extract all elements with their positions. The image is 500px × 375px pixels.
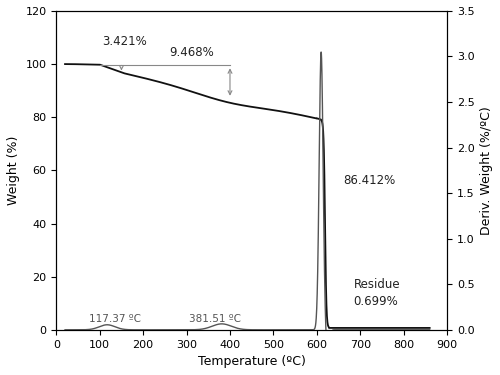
Y-axis label: Weight (%): Weight (%): [7, 136, 20, 205]
Text: 117.37 ºC: 117.37 ºC: [89, 314, 141, 324]
Text: 3.421%: 3.421%: [102, 36, 146, 48]
Y-axis label: Deriv. Weight (%/ºC): Deriv. Weight (%/ºC): [480, 106, 493, 235]
X-axis label: Temperature (ºC): Temperature (ºC): [198, 355, 306, 368]
Text: Residue
0.699%: Residue 0.699%: [354, 278, 401, 308]
Text: 86.412%: 86.412%: [343, 174, 395, 187]
Text: 381.51 ºC: 381.51 ºC: [188, 314, 240, 324]
Text: 9.468%: 9.468%: [169, 46, 214, 59]
